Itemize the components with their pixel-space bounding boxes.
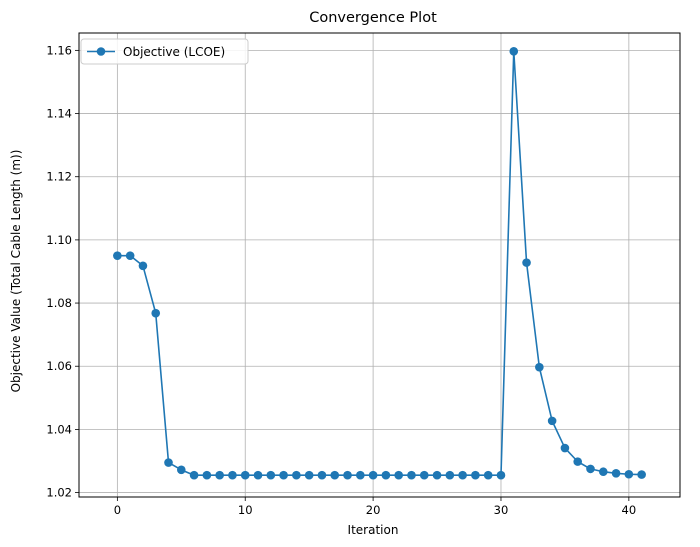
plot-frame — [78, 32, 681, 498]
data-point — [509, 47, 519, 56]
data-point — [228, 470, 237, 480]
data-point — [189, 470, 199, 480]
data-point — [598, 467, 608, 477]
y-tick-label: 1.12 — [46, 170, 72, 184]
data-point — [547, 416, 557, 426]
legend-entry-label: Objective (LCOE) — [123, 45, 225, 59]
data-point — [304, 470, 314, 480]
data-point — [419, 470, 429, 480]
data-point — [292, 470, 301, 480]
data-point — [279, 470, 288, 480]
data-point — [368, 470, 378, 480]
series-layer — [113, 47, 646, 480]
legend-box — [80, 38, 249, 65]
y-tick-label: 1.14 — [46, 107, 72, 121]
data-point — [356, 470, 365, 480]
data-point — [343, 470, 352, 480]
data-point — [637, 470, 646, 479]
ticks: 0 10 20 30 40 1.02 1.04 1.06 1.08 1.10 1.12 1.14 1.1… — [46, 43, 636, 517]
x-tick-label: 20 — [366, 503, 381, 517]
data-point — [560, 443, 570, 453]
data-point — [317, 470, 327, 480]
data-point — [573, 457, 583, 466]
y-tick-label: 1.16 — [46, 43, 72, 57]
data-point — [164, 458, 173, 467]
data-point — [151, 308, 161, 318]
data-point — [522, 258, 531, 267]
y-tick-label: 1.04 — [46, 422, 72, 436]
x-tick-label: 0 — [114, 503, 121, 517]
data-point — [330, 470, 340, 480]
y-tick-label: 1.08 — [46, 296, 72, 310]
x-tick-label: 10 — [238, 503, 253, 517]
data-point — [381, 470, 391, 480]
data-point — [266, 470, 276, 480]
data-point — [125, 251, 135, 260]
data-point — [535, 362, 544, 372]
y-tick-label: 1.10 — [46, 233, 72, 247]
data-point — [240, 470, 250, 480]
x-tick-label: 40 — [622, 503, 637, 517]
data-point — [432, 470, 442, 480]
data-point — [458, 470, 467, 480]
data-point — [138, 261, 148, 271]
y-tick-label: 1.06 — [46, 359, 72, 373]
data-point — [445, 470, 455, 480]
data-point — [496, 470, 506, 480]
data-point — [253, 470, 263, 480]
data-point — [471, 470, 480, 480]
chart-title: Convergence Plot — [309, 10, 437, 26]
legend: Objective (LCOE) — [80, 38, 249, 65]
data-point — [624, 469, 634, 479]
data-point — [202, 470, 212, 480]
x-axis-label: Iteration — [348, 523, 399, 537]
legend-marker-swatch — [96, 47, 106, 56]
data-point — [176, 465, 186, 475]
grid — [79, 33, 680, 497]
data-point — [407, 470, 416, 480]
data-point — [483, 470, 493, 480]
y-axis-label: Objective Value (Total Cable Length (m)) — [9, 150, 23, 393]
data-point — [611, 469, 621, 478]
data-point — [113, 251, 122, 260]
data-point — [215, 470, 224, 480]
data-point — [586, 464, 595, 474]
x-tick-label: 30 — [494, 503, 509, 517]
y-tick-label: 1.02 — [46, 486, 72, 500]
data-point — [394, 470, 403, 480]
